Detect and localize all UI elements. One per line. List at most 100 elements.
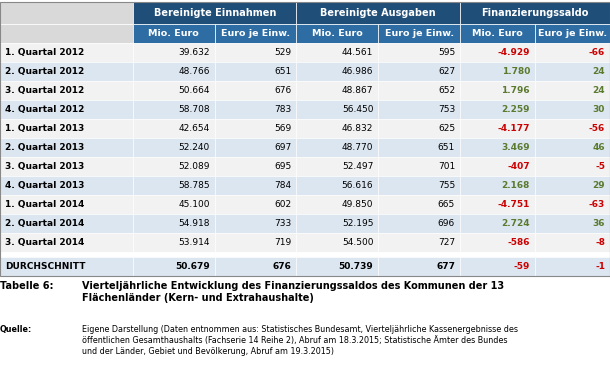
- Text: 54.500: 54.500: [342, 238, 373, 247]
- Bar: [0, 43, 133, 62]
- Bar: [215, 100, 296, 119]
- Bar: [535, 62, 610, 81]
- Text: -56: -56: [589, 124, 605, 133]
- Bar: [535, 214, 610, 233]
- Text: -4.177: -4.177: [498, 124, 530, 133]
- Bar: [215, 195, 296, 214]
- Text: Euro je Einw.: Euro je Einw.: [221, 29, 290, 38]
- Text: 755: 755: [438, 181, 455, 190]
- Text: 50.679: 50.679: [175, 262, 210, 271]
- Text: -5: -5: [595, 162, 605, 171]
- Bar: [378, 252, 460, 257]
- Bar: [535, 252, 610, 257]
- Text: 602: 602: [274, 200, 292, 209]
- Bar: [296, 24, 378, 43]
- Text: 54.918: 54.918: [178, 219, 210, 228]
- Text: 52.240: 52.240: [179, 143, 210, 152]
- Bar: [378, 43, 460, 62]
- Text: Tabelle 6:: Tabelle 6:: [0, 281, 54, 291]
- Text: 46.832: 46.832: [342, 124, 373, 133]
- Text: 3. Quartal 2013: 3. Quartal 2013: [5, 162, 84, 171]
- Text: Vierteljährliche Entwicklung des Finanzierungssaldos des Kommunen der 13
Flächen: Vierteljährliche Entwicklung des Finanzi…: [82, 281, 504, 303]
- Text: 46.986: 46.986: [342, 67, 373, 76]
- Text: Finanzierungssaldo: Finanzierungssaldo: [481, 8, 589, 18]
- Text: 29: 29: [592, 181, 605, 190]
- Text: 677: 677: [436, 262, 455, 271]
- Bar: [296, 119, 378, 138]
- Bar: [378, 157, 460, 176]
- Text: 652: 652: [438, 86, 455, 95]
- Bar: [535, 24, 610, 43]
- Bar: [460, 81, 535, 100]
- Bar: [133, 157, 215, 176]
- Bar: [296, 195, 378, 214]
- Bar: [0, 2, 133, 24]
- Text: -1: -1: [595, 262, 605, 271]
- Text: 1. Quartal 2012: 1. Quartal 2012: [5, 48, 84, 57]
- Text: 2.724: 2.724: [501, 219, 530, 228]
- Text: 1. Quartal 2013: 1. Quartal 2013: [5, 124, 84, 133]
- Text: 30: 30: [593, 105, 605, 114]
- Text: 569: 569: [274, 124, 292, 133]
- Text: 50.739: 50.739: [339, 262, 373, 271]
- Bar: [535, 138, 610, 157]
- Text: 625: 625: [438, 124, 455, 133]
- Text: 1. Quartal 2014: 1. Quartal 2014: [5, 200, 84, 209]
- Bar: [133, 176, 215, 195]
- Text: 719: 719: [274, 238, 292, 247]
- Bar: [133, 195, 215, 214]
- Bar: [0, 2, 610, 276]
- Text: 4. Quartal 2013: 4. Quartal 2013: [5, 181, 84, 190]
- Bar: [0, 24, 133, 43]
- Bar: [460, 214, 535, 233]
- Text: DURCHSCHNITT: DURCHSCHNITT: [5, 262, 85, 271]
- Bar: [133, 119, 215, 138]
- Bar: [378, 176, 460, 195]
- Bar: [535, 81, 610, 100]
- Text: 727: 727: [438, 238, 455, 247]
- Text: 46: 46: [592, 143, 605, 152]
- Bar: [133, 43, 215, 62]
- Bar: [535, 157, 610, 176]
- Bar: [215, 214, 296, 233]
- Bar: [133, 81, 215, 100]
- Bar: [215, 252, 296, 257]
- Bar: [0, 233, 133, 252]
- Bar: [133, 138, 215, 157]
- Text: 4. Quartal 2012: 4. Quartal 2012: [5, 105, 84, 114]
- Text: Mio. Euro: Mio. Euro: [472, 29, 523, 38]
- Bar: [460, 24, 535, 43]
- Text: 44.561: 44.561: [342, 48, 373, 57]
- Bar: [215, 157, 296, 176]
- Bar: [296, 252, 378, 257]
- Bar: [460, 195, 535, 214]
- Text: -4.751: -4.751: [498, 200, 530, 209]
- Bar: [378, 62, 460, 81]
- Text: 651: 651: [274, 67, 292, 76]
- Bar: [215, 257, 296, 276]
- Bar: [133, 257, 215, 276]
- Bar: [535, 195, 610, 214]
- Text: 24: 24: [592, 67, 605, 76]
- Bar: [378, 233, 460, 252]
- Text: 627: 627: [438, 67, 455, 76]
- Bar: [133, 62, 215, 81]
- Bar: [215, 176, 296, 195]
- Text: 52.497: 52.497: [342, 162, 373, 171]
- Text: -8: -8: [595, 238, 605, 247]
- Bar: [378, 119, 460, 138]
- Text: 56.616: 56.616: [342, 181, 373, 190]
- Bar: [296, 157, 378, 176]
- Bar: [378, 257, 460, 276]
- Text: 753: 753: [438, 105, 455, 114]
- Bar: [215, 24, 296, 43]
- Text: 48.766: 48.766: [178, 67, 210, 76]
- Bar: [460, 62, 535, 81]
- Bar: [378, 214, 460, 233]
- Text: 651: 651: [438, 143, 455, 152]
- Text: Mio. Euro: Mio. Euro: [148, 29, 199, 38]
- Bar: [378, 81, 460, 100]
- Text: 53.914: 53.914: [178, 238, 210, 247]
- Bar: [296, 100, 378, 119]
- Bar: [133, 2, 296, 24]
